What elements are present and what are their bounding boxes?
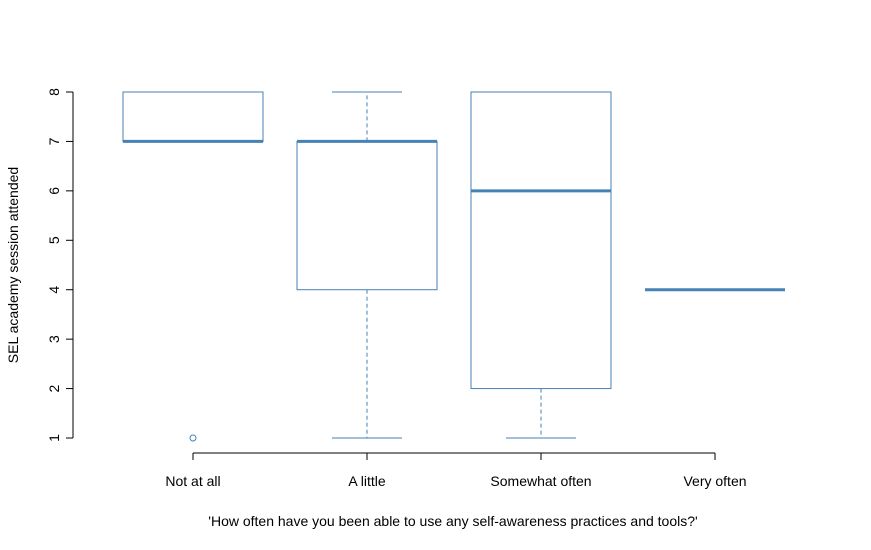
y-tick-label: 2 [46, 384, 62, 392]
box-rect [122, 91, 264, 142]
box-group [122, 91, 264, 442]
x-axis: Not at all A little Somewhat often Very oft… [165, 452, 747, 489]
y-axis: 1 2 3 4 5 6 7 8 [46, 88, 74, 442]
box-group [296, 91, 438, 439]
x-tick-label: Not at all [165, 473, 220, 489]
box-group [470, 91, 612, 439]
x-tick-label: A little [348, 473, 386, 489]
y-tick-label: 3 [46, 335, 62, 343]
y-axis-title: SEL academy session attended [5, 167, 21, 363]
x-tick-label: Very often [683, 473, 746, 489]
y-tick-label: 5 [46, 236, 62, 244]
boxes [122, 91, 785, 442]
y-tick-label: 7 [46, 137, 62, 145]
y-tick-label: 8 [46, 88, 62, 96]
box-rect [470, 91, 612, 390]
x-tick-label: Somewhat often [490, 473, 591, 489]
box-rect [296, 140, 438, 291]
y-tick-label: 4 [46, 286, 62, 294]
y-tick-label: 1 [46, 434, 62, 442]
y-tick-label: 6 [46, 187, 62, 195]
x-axis-title: 'How often have you been able to use any… [208, 513, 697, 529]
outlier-point [189, 434, 197, 442]
